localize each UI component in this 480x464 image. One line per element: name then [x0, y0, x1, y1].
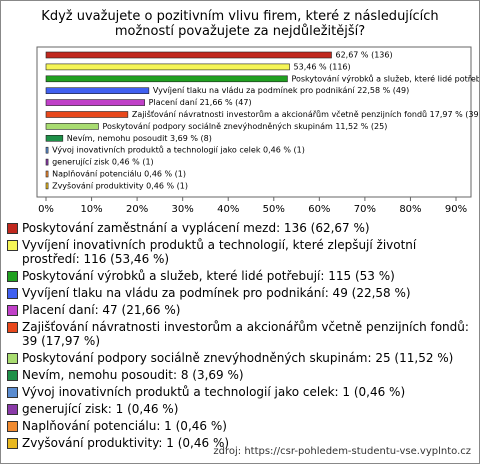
- legend-label: Placení daní: 47 (21,66 %): [22, 303, 181, 317]
- legend-label: Zajišťování návratnosti investorům a akc…: [22, 320, 469, 348]
- bar: [45, 146, 49, 154]
- legend-item: Poskytování výrobků a služeb, které lidé…: [7, 269, 473, 283]
- legend-item: Nevím, nemohu posoudit: 8 (3,69 %): [7, 368, 473, 382]
- legend-swatch: [7, 240, 18, 251]
- legend-item: Vyvíjení tlaku na vládu za podmínek pro …: [7, 286, 473, 300]
- source: zdroj: https://csr-pohledem-studentu-vse…: [213, 446, 471, 457]
- legend-item: generující zisk: 1 (0,46 %): [7, 402, 473, 416]
- legend-item: Naplňování potenciálu: 1 (0,46 %): [7, 419, 473, 433]
- legend-label: generující zisk: 1 (0,46 %): [22, 402, 179, 416]
- chart-title: Když uvažujete o pozitivním vlivu firem,…: [41, 9, 439, 39]
- legend-swatch: [7, 271, 18, 282]
- x-tick-label: 50%: [263, 204, 285, 215]
- legend-swatch: [7, 404, 18, 415]
- legend-swatch: [7, 387, 18, 398]
- bar: [45, 158, 49, 166]
- legend-label: Vyvíjení tlaku na vládu za podmínek pro …: [22, 286, 411, 300]
- legend-item: Poskytování zaměstnání a vyplácení mezd:…: [7, 221, 473, 235]
- x-tick-label: 70%: [354, 204, 376, 215]
- legend-item: Zvyšování produktivity: 1 (0,46 %): [7, 436, 473, 450]
- bar: [45, 123, 99, 130]
- legend: Poskytování zaměstnání a vyplácení mezd:…: [7, 221, 473, 453]
- bar: [45, 63, 290, 71]
- legend-label: Poskytování výrobků a služeb, které lidé…: [22, 269, 395, 283]
- value-label: 62,67 % (136): [335, 51, 392, 60]
- legend-swatch: [7, 438, 18, 449]
- legend-label: Zvyšování produktivity: 1 (0,46 %): [22, 436, 230, 450]
- x-tick-label: 80%: [399, 204, 421, 215]
- legend-label: Vývoj inovativních produktů a technologi…: [22, 385, 406, 399]
- legend-swatch: [7, 322, 18, 333]
- x-tick-label: 10%: [80, 204, 102, 215]
- legend-item: Placení daní: 47 (21,66 %): [7, 303, 473, 317]
- bar: [45, 182, 49, 190]
- bar: [45, 51, 332, 59]
- legend-label: Naplňování potenciálu: 1 (0,46 %): [22, 419, 227, 433]
- bar: [45, 170, 49, 178]
- value-label: 53,46 % (116): [294, 62, 351, 71]
- legend-label: Nevím, nemohu posoudit: 8 (3,69 %): [22, 368, 244, 382]
- x-tick-label: 60%: [308, 204, 330, 215]
- value-label: Zvyšování produktivity 0,46 % (1): [52, 180, 188, 190]
- legend-item: Vývoj inovativních produktů a technologi…: [7, 385, 473, 399]
- x-tick-label: 90%: [445, 204, 467, 215]
- value-label: generující zisk 0,46 % (1): [52, 158, 154, 167]
- legend-swatch: [7, 421, 18, 432]
- legend-swatch: [7, 305, 18, 316]
- x-tick-label: 40%: [217, 204, 239, 215]
- legend-label: Poskytování podpory sociálně znevýhodněn…: [22, 351, 454, 365]
- bar: [45, 135, 64, 142]
- bar: [45, 87, 150, 94]
- value-label: Vývoj inovativních produktů a technologi…: [52, 145, 305, 155]
- legend-item: Poskytování podpory sociálně znevýhodněn…: [7, 351, 473, 365]
- legend-label: Poskytování zaměstnání a vyplácení mezd:…: [22, 221, 370, 235]
- bar: [45, 75, 288, 83]
- legend-swatch: [7, 288, 18, 299]
- value-label: Poskytování výrobků a služeb, které lidé…: [291, 73, 479, 83]
- x-tick-label: 0%: [38, 204, 54, 215]
- legend-label: Vyvíjení inovativních produktů a technol…: [22, 238, 417, 266]
- legend-swatch: [7, 370, 18, 381]
- value-label: Nevím, nemohu posoudit 3,69 % (8): [67, 134, 212, 143]
- value-label: Poskytování podpory sociálně znevýhodněn…: [102, 122, 387, 131]
- legend-item: Zajišťování návratnosti investorům a akc…: [7, 320, 473, 348]
- bar: [45, 99, 145, 106]
- x-tick-label: 30%: [172, 204, 194, 215]
- legend-swatch: [7, 223, 18, 234]
- bar: [45, 111, 129, 118]
- legend-item: Vyvíjení inovativních produktů a technol…: [7, 238, 473, 266]
- legend-swatch: [7, 353, 18, 364]
- plot-frame: [36, 46, 472, 198]
- x-tick-label: 20%: [126, 204, 148, 215]
- value-label: Naplňování potenciálu 0,46 % (1): [52, 169, 186, 179]
- value-label: Vyvíjení tlaku na vládu za podmínek pro …: [153, 86, 409, 95]
- value-label: Zajišťování návratnosti investorům a akc…: [132, 109, 479, 119]
- value-label: Placení daní 21,66 % (47): [149, 98, 252, 107]
